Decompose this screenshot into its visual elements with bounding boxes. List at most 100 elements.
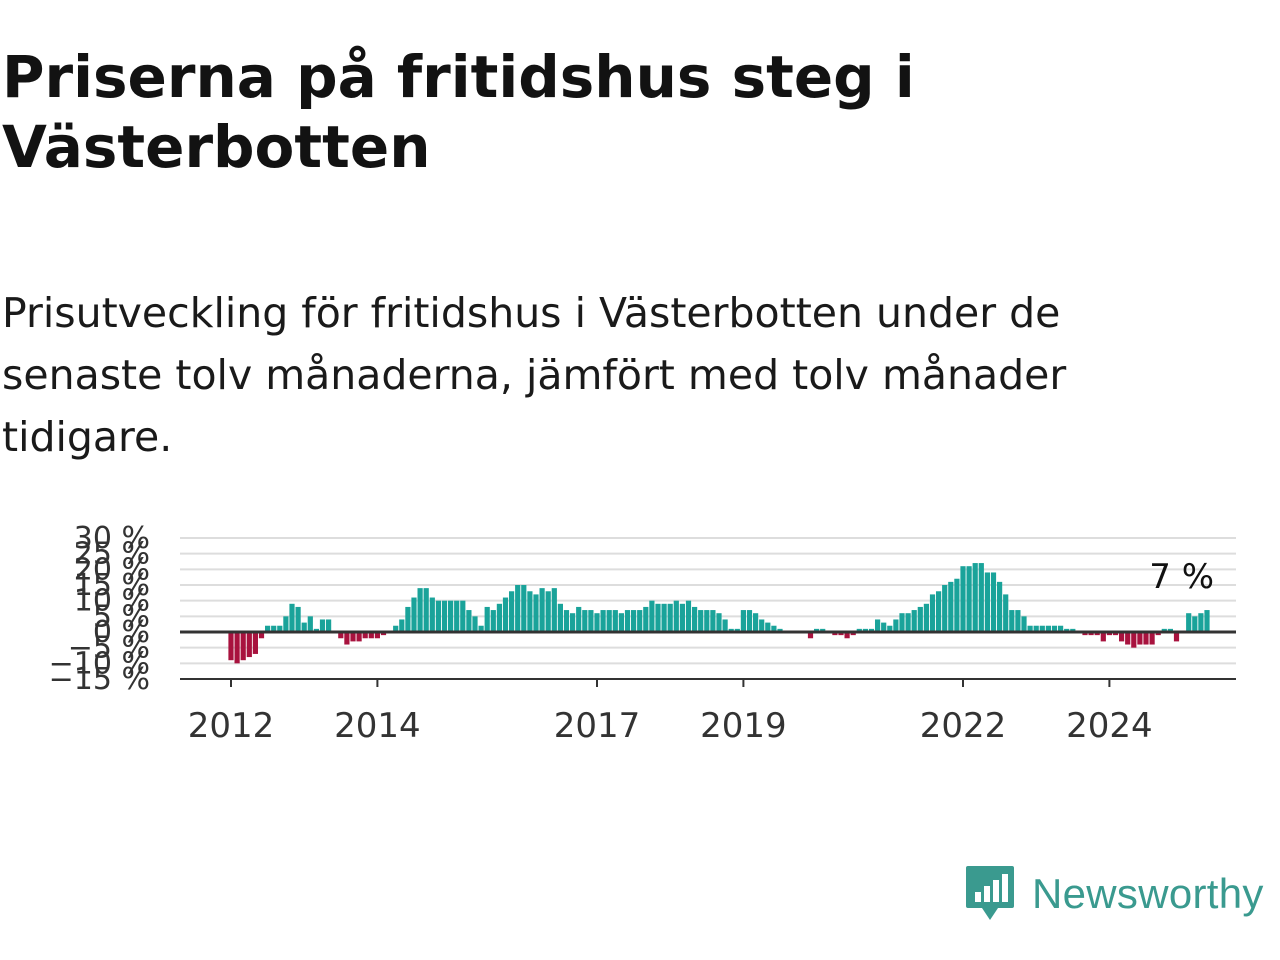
bar bbox=[1125, 632, 1131, 645]
bar bbox=[295, 606, 301, 632]
chart-subtitle: Prisutveckling för fritidshus i Västerbo… bbox=[2, 289, 1067, 461]
bar bbox=[722, 619, 728, 632]
bar bbox=[990, 572, 997, 632]
bar bbox=[954, 578, 960, 632]
bar bbox=[746, 610, 753, 632]
bar-chart: 30 %25 %20 %15 %10 %5 %0 %−5 %−10 %−15 %… bbox=[49, 521, 1236, 746]
bar bbox=[1039, 625, 1045, 632]
bar bbox=[862, 628, 868, 632]
bar bbox=[1003, 594, 1009, 632]
bar bbox=[307, 616, 313, 632]
bar bbox=[557, 603, 563, 632]
bar bbox=[698, 610, 704, 632]
bar bbox=[1143, 632, 1149, 645]
bar bbox=[1094, 632, 1100, 636]
bar bbox=[368, 632, 374, 639]
bar bbox=[417, 588, 423, 632]
bar bbox=[1070, 628, 1076, 632]
bar bbox=[1100, 632, 1106, 642]
bar bbox=[948, 581, 954, 632]
bar bbox=[252, 632, 258, 654]
bar bbox=[923, 603, 929, 632]
bar bbox=[838, 632, 844, 636]
bar bbox=[1033, 625, 1039, 632]
bar bbox=[1137, 632, 1143, 645]
bar bbox=[655, 603, 661, 632]
bar bbox=[484, 606, 490, 632]
bar bbox=[301, 622, 307, 632]
bar bbox=[509, 591, 515, 632]
y-tick-label: 25 % bbox=[74, 537, 150, 572]
bar bbox=[521, 585, 527, 632]
x-tick-label: 2017 bbox=[554, 706, 641, 746]
bar bbox=[435, 600, 441, 632]
bar bbox=[1045, 625, 1051, 632]
bar bbox=[856, 628, 862, 632]
bar bbox=[448, 600, 454, 632]
bar bbox=[716, 613, 722, 632]
bar bbox=[612, 610, 618, 632]
bar bbox=[374, 632, 380, 639]
bar bbox=[277, 625, 283, 632]
bar bbox=[423, 588, 429, 632]
bar bbox=[545, 591, 551, 632]
bar bbox=[472, 616, 478, 632]
bar bbox=[844, 632, 850, 639]
bar bbox=[637, 610, 643, 632]
grid-lines bbox=[180, 537, 1236, 680]
bar bbox=[594, 613, 600, 632]
bar bbox=[997, 581, 1003, 632]
bar bbox=[1192, 616, 1198, 632]
bar bbox=[258, 632, 265, 639]
bar bbox=[1088, 632, 1094, 636]
bar bbox=[460, 600, 466, 632]
bar bbox=[966, 566, 972, 632]
bar bbox=[832, 632, 838, 636]
bar bbox=[728, 628, 734, 632]
bar bbox=[814, 628, 820, 632]
bar bbox=[978, 563, 984, 632]
bar bbox=[759, 619, 765, 632]
bar bbox=[411, 597, 417, 632]
bar bbox=[917, 606, 923, 632]
bar bbox=[875, 619, 881, 632]
y-axis-labels: 30 %25 %20 %15 %10 %5 %0 %−5 %−10 %−15 % bbox=[49, 521, 150, 697]
bar bbox=[533, 594, 539, 632]
y-tick-label: 5 % bbox=[93, 599, 150, 634]
bar bbox=[850, 632, 856, 636]
bar bbox=[1027, 625, 1033, 632]
bar bbox=[820, 628, 826, 632]
bar bbox=[496, 603, 502, 632]
bar bbox=[466, 610, 472, 632]
bar bbox=[588, 610, 594, 632]
bar bbox=[692, 606, 698, 632]
bar bbox=[929, 594, 936, 632]
x-axis-ticks: 2012 2014 2017 2019 2022 2024 bbox=[188, 679, 1153, 746]
bar bbox=[1082, 632, 1088, 636]
bar bbox=[618, 613, 624, 632]
bar bbox=[441, 600, 448, 632]
bar bbox=[704, 610, 710, 632]
bar bbox=[582, 610, 588, 632]
bar bbox=[905, 613, 911, 632]
bar bbox=[1155, 632, 1161, 636]
y-tick-label: 20 % bbox=[74, 552, 150, 587]
x-tick-label: 2014 bbox=[334, 706, 421, 746]
bar bbox=[240, 632, 246, 661]
y-tick-label: 0 % bbox=[93, 615, 150, 650]
bar bbox=[624, 610, 631, 632]
bar bbox=[393, 625, 399, 632]
bar bbox=[984, 572, 990, 632]
bar bbox=[643, 606, 649, 632]
bar bbox=[271, 625, 277, 632]
bar bbox=[606, 610, 612, 632]
bar bbox=[362, 632, 368, 639]
bar bbox=[326, 619, 332, 632]
bar bbox=[563, 610, 570, 632]
bar bbox=[631, 610, 637, 632]
bar bbox=[868, 628, 875, 632]
bar bbox=[807, 632, 814, 639]
y-tick-label: −5 % bbox=[68, 631, 150, 666]
bar bbox=[344, 632, 350, 645]
bar bbox=[600, 610, 606, 632]
